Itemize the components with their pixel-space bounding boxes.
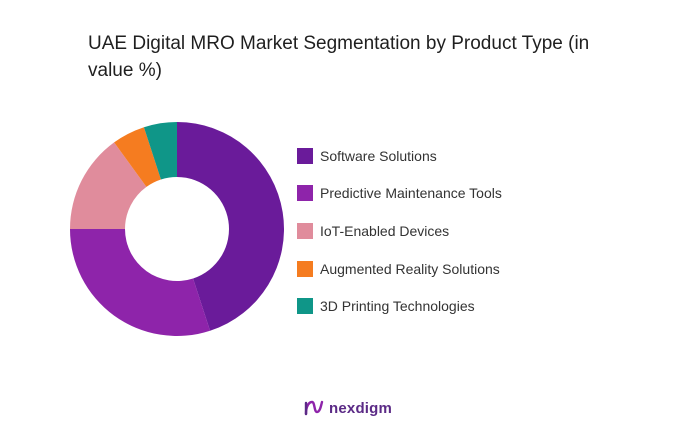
donut-slice-augmented-reality-solutions [114, 127, 161, 187]
donut-slice-iot-enabled-devices [70, 142, 147, 229]
legend-item: 3D Printing Technologies [297, 297, 502, 316]
legend-label: IoT-Enabled Devices [320, 222, 450, 239]
legend-swatch [297, 260, 313, 277]
donut-slice-3d-printing-technologies [143, 122, 177, 180]
nexdigm-logo-icon [304, 400, 324, 416]
donut-slice-software-solutions [177, 122, 285, 331]
legend-item: IoT-Enabled Devices [297, 221, 502, 240]
legend-item: Predictive Maintenance Tools [297, 184, 502, 203]
brand-logo: nexdigm [303, 397, 392, 419]
legend-swatch [297, 298, 313, 315]
legend-label: Augmented Reality Solutions [320, 260, 500, 277]
legend-swatch [297, 185, 313, 202]
donut-slice-predictive-maintenance-tools [70, 229, 211, 337]
legend-label: Predictive Maintenance Tools [320, 185, 502, 202]
legend-label: Software Solutions [320, 147, 437, 164]
chart-legend: Software Solutions Predictive Maintenance… [297, 146, 502, 334]
legend-swatch [297, 222, 313, 239]
legend-item: Software Solutions [297, 146, 502, 165]
legend-item: Augmented Reality Solutions [297, 259, 502, 278]
chart-title: UAE Digital MRO Market Segmentation by P… [88, 33, 590, 81]
legend-swatch [297, 147, 313, 164]
legend-label: 3D Printing Technologies [320, 298, 475, 315]
brand-name: nexdigm [329, 399, 393, 417]
